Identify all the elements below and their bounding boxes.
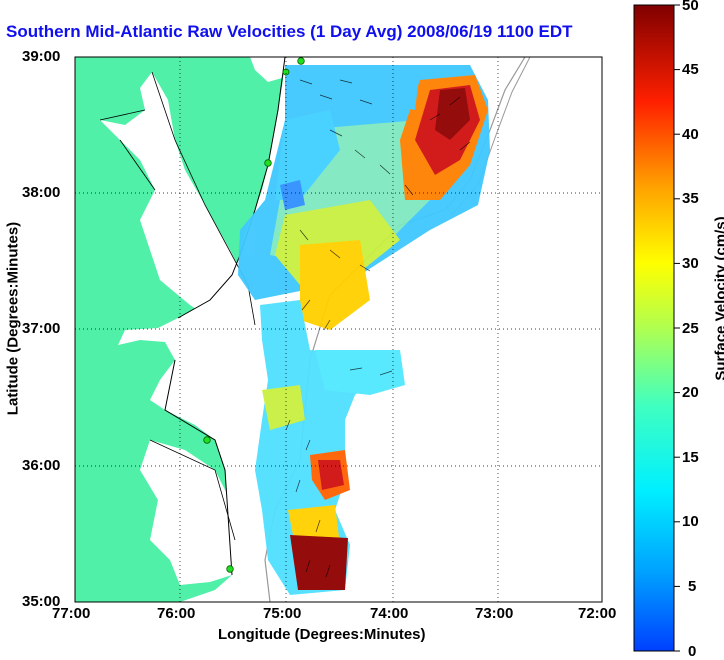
colorbar-tick-label: 20 xyxy=(682,384,699,401)
station-marker xyxy=(204,437,211,444)
x-axis-label: Longitude (Degrees:Minutes) xyxy=(218,626,426,643)
y-tick-label: 39:00 xyxy=(22,48,60,65)
colorbar-tick-label: 0 xyxy=(688,643,696,660)
colorbar-tick-label: 45 xyxy=(682,61,699,78)
station-marker xyxy=(265,160,272,167)
y-tick-label: 35:00 xyxy=(22,593,60,610)
y-tick-label: 38:00 xyxy=(22,184,60,201)
y-tick-label: 36:00 xyxy=(22,457,60,474)
colorbar-label: Surface Velocity (cm/s) xyxy=(713,194,724,404)
station-marker xyxy=(227,566,234,573)
colorbar-tick-label: 30 xyxy=(682,255,699,272)
x-tick-label: 72:00 xyxy=(578,605,616,622)
colorbar xyxy=(634,5,674,651)
colorbar-ticks xyxy=(674,5,680,651)
colorbar-tick-label: 40 xyxy=(682,126,699,143)
colorbar-tick-label: 10 xyxy=(682,513,699,530)
x-tick-label: 76:00 xyxy=(157,605,195,622)
x-tick-label: 75:00 xyxy=(263,605,301,622)
colorbar-tick-label: 5 xyxy=(688,578,696,595)
colorbar-tick-label: 15 xyxy=(682,449,699,466)
colorbar-tick-label: 50 xyxy=(682,0,699,14)
x-tick-label: 74:00 xyxy=(370,605,408,622)
x-tick-label: 73:00 xyxy=(475,605,513,622)
colorbar-tick-label: 25 xyxy=(682,320,699,337)
station-marker xyxy=(298,58,305,65)
colorbar-tick-label: 35 xyxy=(682,190,699,207)
y-axis-label: Latitude (Degrees:Minutes) xyxy=(5,214,22,424)
y-tick-label: 37:00 xyxy=(22,320,60,337)
